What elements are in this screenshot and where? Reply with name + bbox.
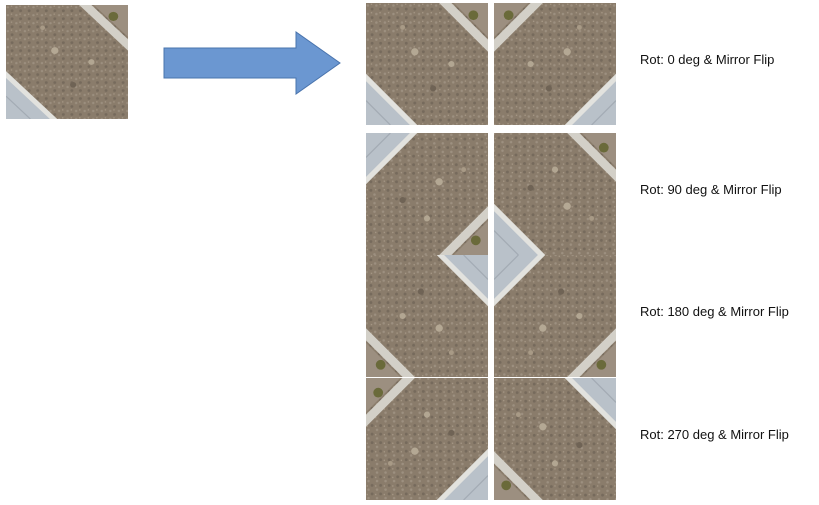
mirrored-tile [494, 133, 616, 255]
row-label: Rot: 0 deg & Mirror Flip [640, 52, 775, 67]
aerial-image-icon [366, 378, 488, 500]
rotated-tile [366, 133, 488, 255]
rotated-tile [366, 378, 488, 500]
rotated-tile [366, 3, 488, 125]
aerial-image-icon [494, 378, 616, 500]
aerial-image-icon [494, 255, 616, 377]
aerial-image-icon [366, 255, 488, 377]
rotated-tile [366, 255, 488, 377]
row-label: Rot: 90 deg & Mirror Flip [640, 182, 782, 197]
aerial-image-icon [366, 133, 488, 255]
row-label: Rot: 180 deg & Mirror Flip [640, 304, 789, 319]
aerial-image-icon [366, 3, 488, 125]
row-label: Rot: 270 deg & Mirror Flip [640, 427, 789, 442]
source-tile [6, 5, 128, 119]
mirrored-tile [494, 255, 616, 377]
aerial-image-icon [6, 5, 128, 119]
aerial-image-icon [494, 3, 616, 125]
mirrored-tile [494, 378, 616, 500]
arrow-icon [163, 31, 341, 95]
aerial-image-icon [494, 133, 616, 255]
mirrored-tile [494, 3, 616, 125]
